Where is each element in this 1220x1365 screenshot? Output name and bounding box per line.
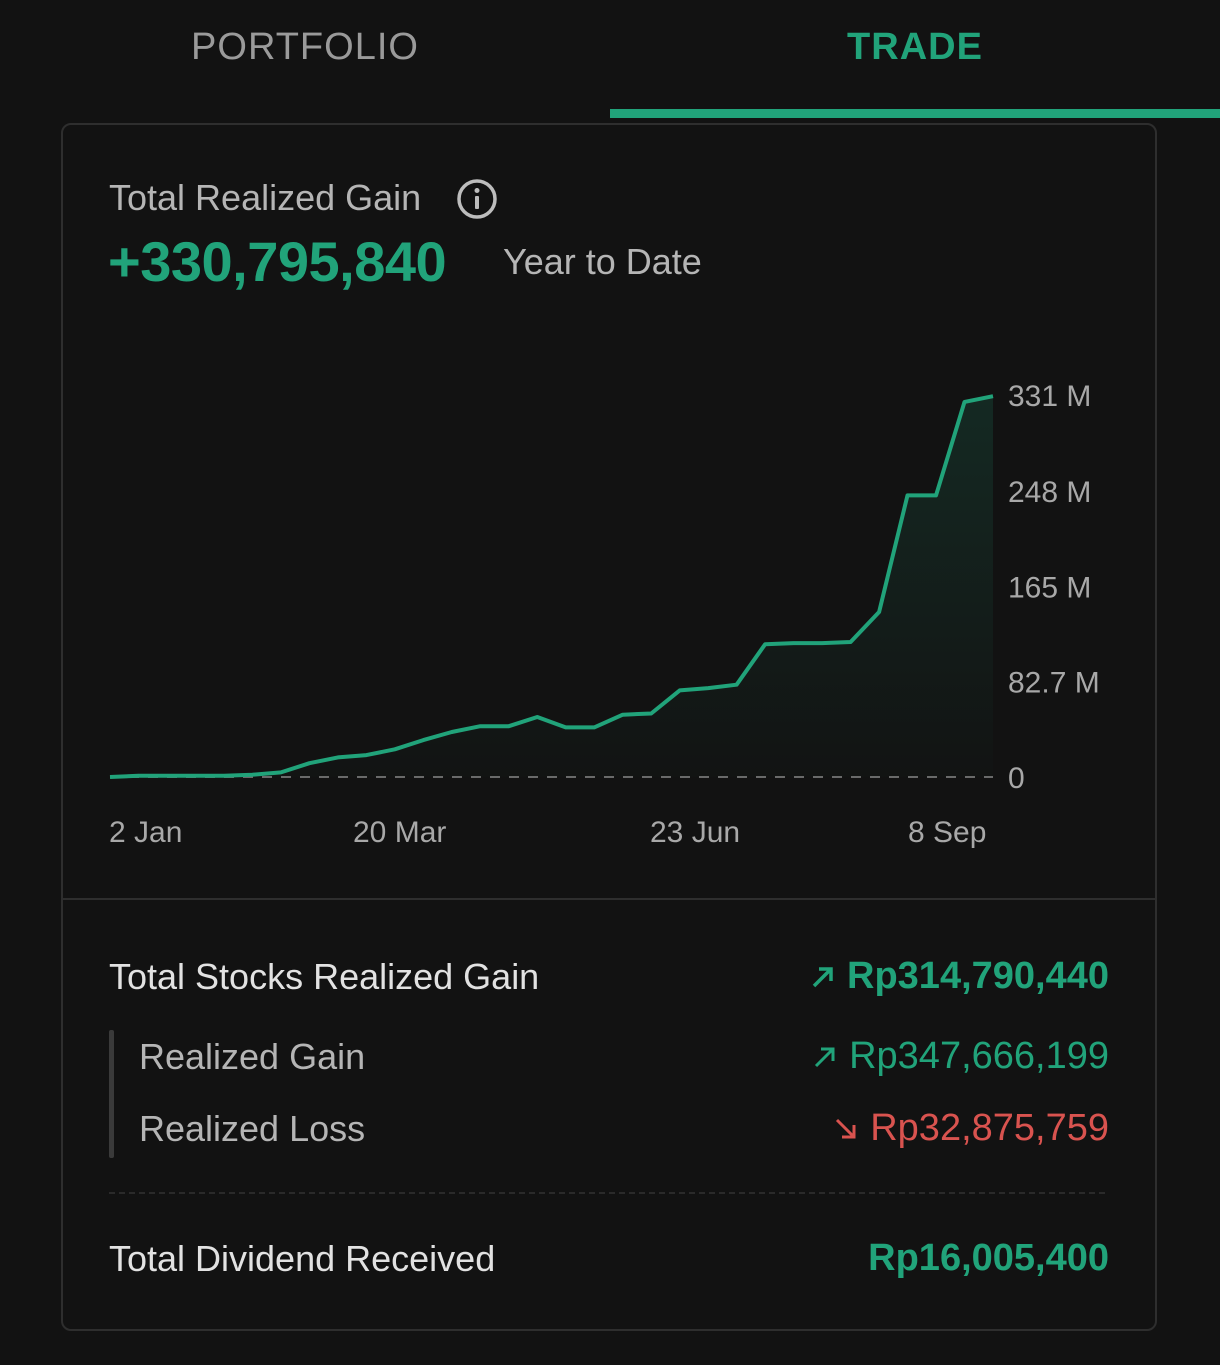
realized-loss-row: Realized Loss Rp32,875,759 (139, 1107, 1109, 1150)
sub-rows-indicator (109, 1030, 114, 1158)
y-tick-label: 82.7 M (1008, 667, 1100, 700)
y-tick-label: 165 M (1008, 572, 1091, 605)
summary-value: +330,795,840 (108, 230, 447, 293)
x-tick-label: 23 Jun (650, 816, 740, 849)
realized-gain-value: Rp347,666,199 (811, 1035, 1109, 1078)
tab-portfolio-label: PORTFOLIO (191, 26, 419, 68)
x-tick-label: 8 Sep (908, 816, 986, 849)
tab-trade-label: TRADE (847, 26, 983, 68)
x-tick-label: 20 Mar (353, 816, 446, 849)
gain-series-line (109, 394, 994, 779)
realized-gain-card: Total Realized Gain +330,795,840 Year to… (61, 123, 1157, 1331)
dividend-row: Total Dividend Received Rp16,005,400 (109, 1237, 1109, 1280)
arrow-up-right-icon (812, 966, 833, 987)
y-tick-label: 0 (1008, 762, 1025, 795)
dividend-label: Total Dividend Received (109, 1237, 496, 1279)
card-divider (63, 898, 1155, 900)
tab-portfolio[interactable]: PORTFOLIO (0, 0, 610, 118)
tab-bar: PORTFOLIO TRADE (0, 0, 1220, 118)
realized-gain-amount: Rp347,666,199 (849, 1035, 1109, 1077)
y-tick-label: 331 M (1008, 380, 1091, 413)
total-stocks-label: Total Stocks Realized Gain (109, 955, 540, 997)
realized-gain-label: Realized Gain (139, 1035, 366, 1077)
total-stocks-amount: Rp314,790,440 (847, 955, 1109, 997)
total-stocks-value: Rp314,790,440 (809, 955, 1109, 998)
summary-label: Total Realized Gain (109, 177, 422, 218)
info-circle-icon[interactable] (456, 178, 498, 220)
realized-loss-value: Rp32,875,759 (832, 1107, 1109, 1150)
total-stocks-row: Total Stocks Realized Gain Rp314,790,440 (109, 955, 1109, 998)
dividend-value: Rp16,005,400 (868, 1237, 1109, 1279)
tab-trade[interactable]: TRADE (610, 0, 1220, 118)
realized-loss-amount: Rp32,875,759 (870, 1107, 1109, 1149)
arrow-up-right-icon (815, 1047, 835, 1067)
section-divider (109, 1192, 1105, 1194)
x-tick-label: 2 Jan (109, 816, 182, 849)
y-tick-label: 248 M (1008, 476, 1091, 509)
realized-gain-chart[interactable]: 331 M 248 M 165 M 82.7 M 0 2 Jan 20 Mar 23 Jun 8… (63, 125, 1159, 885)
gain-area (110, 396, 993, 777)
active-tab-indicator (610, 109, 1220, 118)
arrow-down-right-icon (836, 1118, 856, 1138)
summary-period: Year to Date (503, 241, 702, 282)
realized-gain-row: Realized Gain Rp347,666,199 (139, 1035, 1109, 1078)
realized-loss-label: Realized Loss (139, 1107, 366, 1149)
